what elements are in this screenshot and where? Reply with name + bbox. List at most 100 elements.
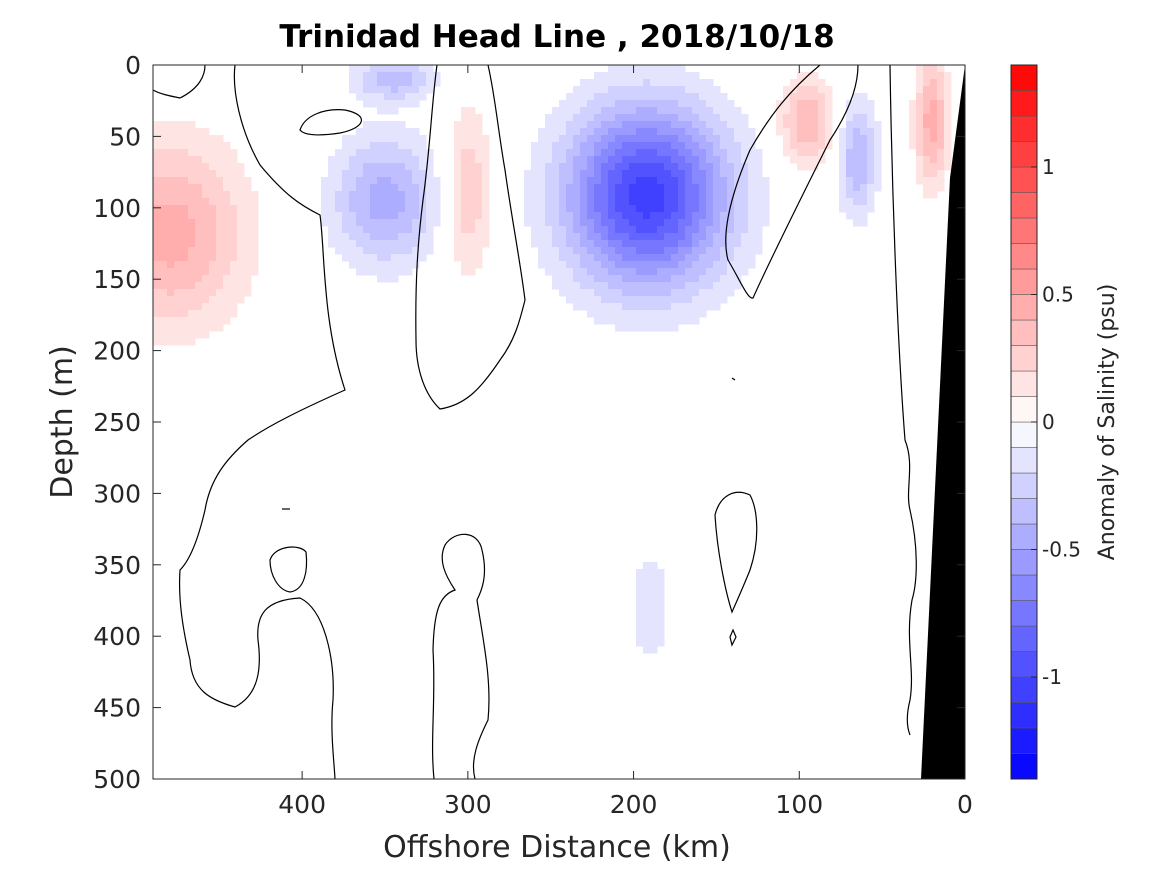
- heatmap-cell: [202, 233, 210, 241]
- heatmap-cell: [860, 191, 868, 199]
- heatmap-cell: [538, 233, 546, 241]
- heatmap-cell: [454, 142, 462, 150]
- heatmap-cell: [559, 135, 567, 143]
- heatmap-cell: [328, 198, 336, 206]
- heatmap-cell: [174, 135, 182, 143]
- heatmap-cell: [587, 212, 595, 220]
- heatmap-cell: [664, 121, 672, 129]
- heatmap-cell: [433, 219, 441, 227]
- heatmap-cell: [363, 100, 371, 108]
- heatmap-cell: [671, 135, 679, 143]
- heatmap-cell: [650, 226, 658, 234]
- heatmap-cell: [545, 177, 553, 185]
- heatmap-cell: [587, 163, 595, 171]
- heatmap-cell: [237, 275, 245, 283]
- heatmap-cell: [629, 156, 637, 164]
- heatmap-cell: [174, 240, 182, 248]
- heatmap-cell: [195, 205, 203, 213]
- heatmap-cell: [419, 205, 427, 213]
- heatmap-cell: [657, 65, 665, 73]
- heatmap-cell: [678, 233, 686, 241]
- heatmap-cell: [937, 121, 945, 129]
- heatmap-cell: [615, 254, 623, 262]
- heatmap-cell: [622, 233, 630, 241]
- heatmap-cell: [468, 177, 476, 185]
- heatmap-cell: [587, 275, 595, 283]
- heatmap-cell: [615, 114, 623, 122]
- heatmap-cell: [370, 142, 378, 150]
- heatmap-cell: [755, 205, 763, 213]
- heatmap-cell: [930, 114, 938, 122]
- heatmap-cell: [566, 268, 574, 276]
- heatmap-cell: [426, 247, 434, 255]
- heatmap-cell: [531, 198, 539, 206]
- heatmap-cell: [160, 184, 168, 192]
- heatmap-cell: [538, 205, 546, 213]
- heatmap-cell: [734, 254, 742, 262]
- heatmap-cell: [349, 240, 357, 248]
- heatmap-cell: [412, 205, 420, 213]
- heatmap-cell: [482, 142, 490, 150]
- heatmap-cell: [636, 597, 644, 605]
- heatmap-cell: [398, 72, 406, 80]
- heatmap-cell: [384, 121, 392, 129]
- heatmap-cell: [713, 268, 721, 276]
- heatmap-cell: [188, 331, 196, 339]
- heatmap-cell: [916, 86, 924, 94]
- heatmap-cell: [755, 219, 763, 227]
- heatmap-cell: [566, 184, 574, 192]
- heatmap-cell: [699, 100, 707, 108]
- heatmap-cell: [790, 79, 798, 87]
- heatmap-cell: [454, 226, 462, 234]
- heatmap-cell: [615, 121, 623, 129]
- heatmap-cell: [860, 121, 868, 129]
- heatmap-cell: [930, 184, 938, 192]
- heatmap-cell: [188, 226, 196, 234]
- heatmap-cell: [475, 121, 483, 129]
- heatmap-cell: [370, 72, 378, 80]
- heatmap-cell: [195, 296, 203, 304]
- heatmap-cell: [188, 177, 196, 185]
- heatmap-cell: [615, 261, 623, 269]
- heatmap-cell: [384, 156, 392, 164]
- heatmap-cell: [223, 191, 231, 199]
- heatmap-cell: [153, 163, 161, 171]
- heatmap-cell: [237, 233, 245, 241]
- heatmap-cell: [160, 275, 168, 283]
- heatmap-cell: [622, 107, 630, 115]
- heatmap-cell: [363, 184, 371, 192]
- heatmap-cell: [202, 219, 210, 227]
- heatmap-cell: [664, 317, 672, 325]
- heatmap-cell: [713, 212, 721, 220]
- heatmap-cell: [636, 184, 644, 192]
- heatmap-cell: [734, 247, 742, 255]
- heatmap-cell: [657, 569, 665, 577]
- heatmap-cell: [650, 590, 658, 598]
- heatmap-cell: [391, 86, 399, 94]
- heatmap-cell: [839, 135, 847, 143]
- heatmap-cell: [727, 163, 735, 171]
- heatmap-cell: [335, 212, 343, 220]
- heatmap-cell: [202, 205, 210, 213]
- heatmap-cell: [671, 184, 679, 192]
- heatmap-cell: [321, 191, 329, 199]
- heatmap-cell: [671, 233, 679, 241]
- heatmap-cell: [846, 142, 854, 150]
- heatmap-cell: [195, 212, 203, 220]
- heatmap-cell: [650, 219, 658, 227]
- heatmap-cell: [804, 79, 812, 87]
- heatmap-cell: [566, 135, 574, 143]
- heatmap-cell: [174, 212, 182, 220]
- heatmap-cell: [363, 233, 371, 241]
- heatmap-cell: [657, 296, 665, 304]
- heatmap-cell: [699, 135, 707, 143]
- heatmap-cell: [559, 198, 567, 206]
- heatmap-cell: [692, 163, 700, 171]
- heatmap-cell: [538, 163, 546, 171]
- heatmap-cell: [370, 205, 378, 213]
- heatmap-cell: [643, 618, 651, 626]
- heatmap-cell: [818, 114, 826, 122]
- heatmap-cell: [636, 163, 644, 171]
- heatmap-cell: [776, 107, 784, 115]
- heatmap-cell: [706, 79, 714, 87]
